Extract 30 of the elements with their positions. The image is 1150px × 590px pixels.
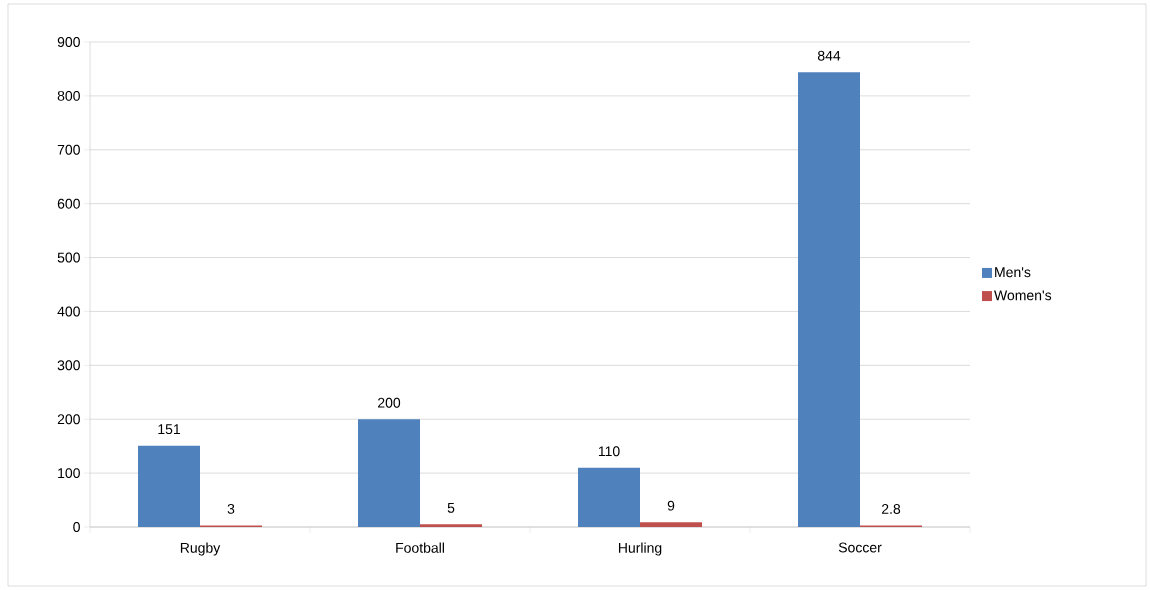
x-tick-label: Hurling	[618, 542, 662, 556]
legend-label: Women's	[994, 290, 1052, 301]
bar	[358, 419, 421, 527]
bar	[578, 467, 641, 527]
y-tick-label: 700	[57, 144, 80, 155]
bar	[420, 524, 483, 527]
bar	[138, 445, 201, 527]
data-label: 9	[667, 500, 675, 511]
bar	[798, 72, 861, 527]
y-tick-label: 100	[58, 468, 80, 479]
data-label: 200	[378, 397, 401, 408]
y-tick-label: 0	[73, 522, 80, 532]
legend-label: Men's	[995, 267, 1031, 278]
x-tick-label: Soccer	[838, 542, 882, 553]
data-label: 844	[817, 50, 841, 61]
y-tick-label: 600	[57, 198, 80, 209]
data-label: 2.8	[881, 504, 901, 514]
data-label: 151	[158, 424, 180, 435]
y-tick-label: 300	[57, 360, 80, 371]
bar	[640, 522, 703, 527]
data-label: 5	[447, 503, 455, 513]
y-tick-label: 500	[57, 252, 80, 263]
y-tick-label: 900	[57, 37, 80, 47]
y-tick-label: 400	[57, 306, 80, 317]
x-tick-label: Football	[396, 542, 444, 553]
y-tick-label: 800	[57, 90, 80, 101]
data-label: 110	[598, 446, 620, 457]
y-tick-label: 200	[57, 414, 80, 425]
x-tick-label: Rugby	[180, 542, 221, 556]
data-label: 3	[227, 503, 235, 514]
